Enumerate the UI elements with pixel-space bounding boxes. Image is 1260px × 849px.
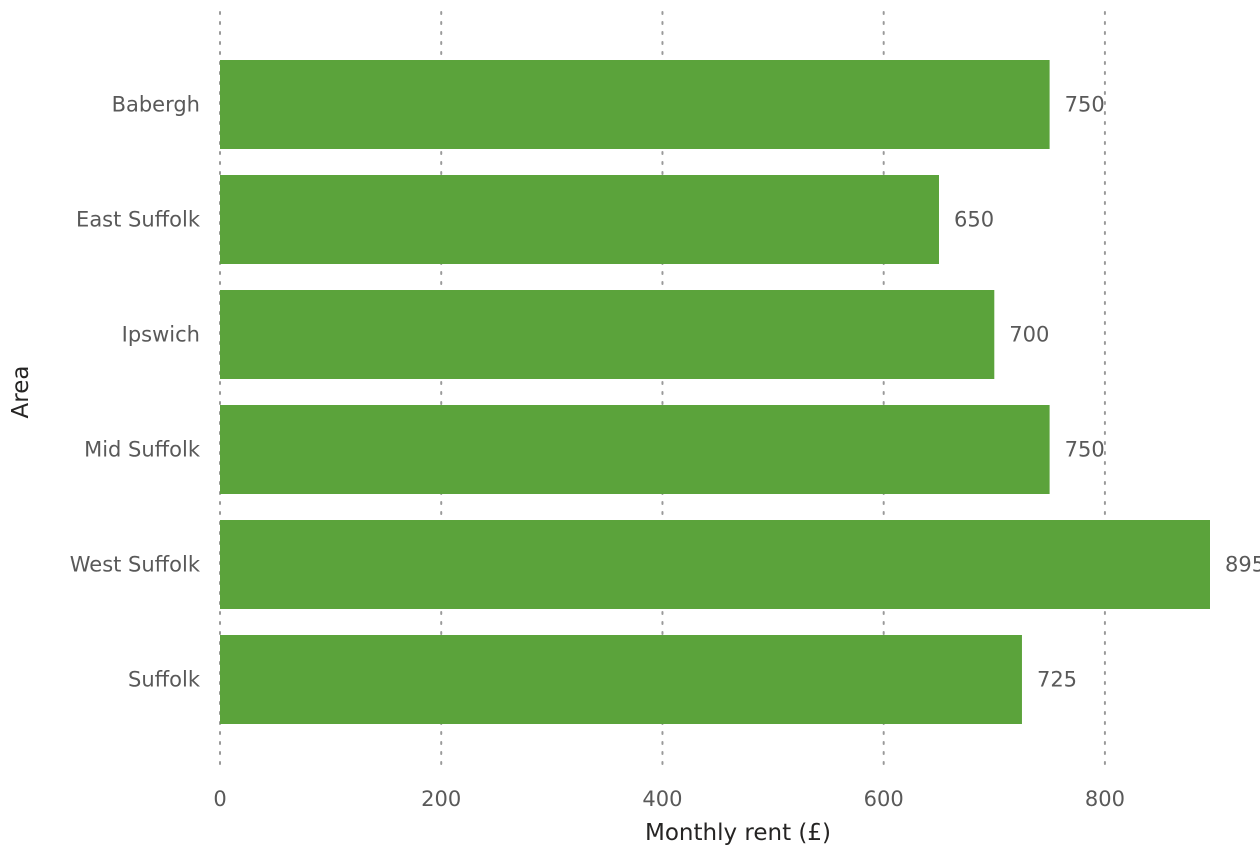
category-labels: Babergh East Suffolk Ipswich Mid Suffolk Wes…: [70, 93, 201, 692]
category-label: Ipswich: [122, 323, 200, 347]
bar: [220, 175, 939, 264]
x-tick-labels: 0 200 400 600 800: [213, 787, 1125, 811]
x-tick-label: 400: [642, 787, 682, 811]
x-tick-label: 0: [213, 787, 226, 811]
value-labels: 750 650 700 750 895 725: [954, 93, 1260, 692]
value-label: 895: [1225, 553, 1260, 577]
category-label: Mid Suffolk: [84, 438, 201, 462]
category-label: Suffolk: [128, 668, 201, 692]
value-label: 725: [1037, 668, 1077, 692]
category-label: West Suffolk: [70, 553, 201, 577]
category-label: East Suffolk: [76, 208, 201, 232]
category-label: Babergh: [112, 93, 200, 117]
x-tick-label: 600: [864, 787, 904, 811]
value-label: 650: [954, 208, 994, 232]
bars: [220, 60, 1210, 724]
bar: [220, 290, 995, 379]
x-tick-label: 800: [1085, 787, 1125, 811]
x-tick-label: 200: [421, 787, 461, 811]
bar: [220, 520, 1210, 609]
bar: [220, 60, 1050, 149]
bar: [220, 405, 1050, 494]
value-label: 750: [1065, 93, 1105, 117]
value-label: 750: [1065, 438, 1105, 462]
x-axis-title: Monthly rent (£): [645, 820, 831, 846]
value-label: 700: [1009, 323, 1049, 347]
y-axis-title: Area: [8, 366, 34, 419]
bar: [220, 635, 1022, 724]
